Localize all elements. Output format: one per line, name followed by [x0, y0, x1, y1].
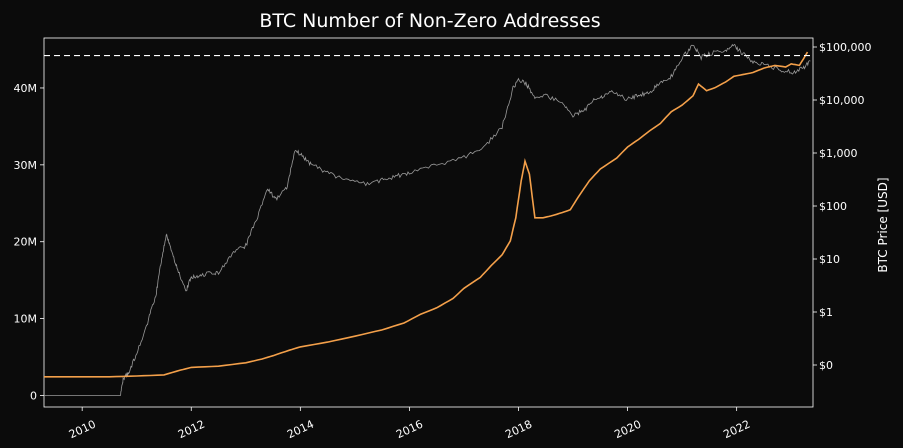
- plot-area: [43, 37, 814, 408]
- y-axis-left: 0 10M 20M 30M 40M: [14, 82, 44, 402]
- y-right-tick-label: $100,000: [819, 41, 872, 54]
- x-tick-label: 2010: [67, 418, 98, 442]
- series-layer: [44, 43, 811, 396]
- y-right-tick-label: $10: [819, 253, 840, 266]
- x-tick-label: 2020: [612, 418, 643, 442]
- x-axis: 2010 2012 2014 2016 2018 2020 2022: [67, 407, 752, 441]
- y-right-tick-label: $10,000: [819, 94, 865, 107]
- series-line-0: [44, 43, 811, 396]
- y-right-tick-label: $100: [819, 200, 847, 213]
- y-left-tick-label: 40M: [14, 82, 38, 95]
- series-line-1: [44, 51, 809, 378]
- y-right-tick-label: $1: [819, 306, 833, 319]
- x-tick-label: 2014: [285, 418, 316, 442]
- y-left-tick-label: 20M: [14, 236, 38, 249]
- x-tick-label: 2012: [176, 418, 207, 442]
- x-tick-label: 2018: [503, 418, 534, 442]
- plot-frame: [43, 37, 814, 408]
- y-axis-right-label: BTC Price [USD]: [876, 177, 890, 272]
- x-tick-label: 2016: [394, 418, 425, 442]
- y-left-tick-label: 10M: [14, 313, 38, 326]
- y-right-tick-label: $1,000: [819, 147, 858, 160]
- y-axis-right: $0 $1 $10 $100 $1,000 $10,000 $100,000: [813, 41, 872, 372]
- x-tick-label: 2022: [721, 418, 752, 442]
- chart-title: BTC Number of Non-Zero Addresses: [259, 10, 601, 32]
- y-right-tick-label: $0: [819, 359, 833, 372]
- y-left-tick-label: 0: [30, 389, 37, 402]
- y-left-tick-label: 30M: [14, 159, 38, 172]
